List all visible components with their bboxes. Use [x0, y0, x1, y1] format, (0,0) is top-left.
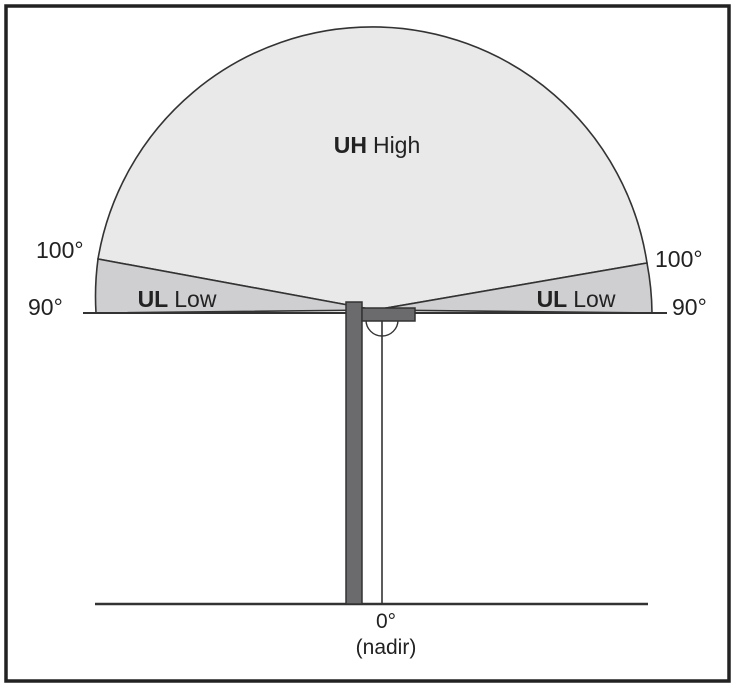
- uh-level: High: [373, 132, 420, 158]
- nadir-label: (nadir): [356, 636, 417, 659]
- angle-100-left-label: 100°: [36, 237, 84, 263]
- ul-left-code: UL: [138, 286, 169, 312]
- ul-low-label-right: UL Low: [537, 286, 616, 312]
- uh-high-zone: [97, 26, 648, 311]
- nadir-angle-label: 0°: [376, 610, 396, 633]
- ul-right-level: Low: [573, 286, 616, 312]
- angle-90-right-label: 90°: [672, 294, 707, 320]
- angle-100-right-label: 100°: [655, 246, 703, 272]
- uh-code: UH: [334, 132, 367, 158]
- pole: [345, 301, 363, 605]
- uh-high-label: UH High: [334, 132, 421, 158]
- ul-right-code: UL: [537, 286, 568, 312]
- angle-90-left-label: 90°: [28, 294, 63, 320]
- ul-left-level: Low: [174, 286, 217, 312]
- luminaire-arm: [361, 307, 416, 322]
- ul-low-label-left: UL Low: [138, 286, 217, 312]
- nadir-angle-arc: [365, 319, 399, 337]
